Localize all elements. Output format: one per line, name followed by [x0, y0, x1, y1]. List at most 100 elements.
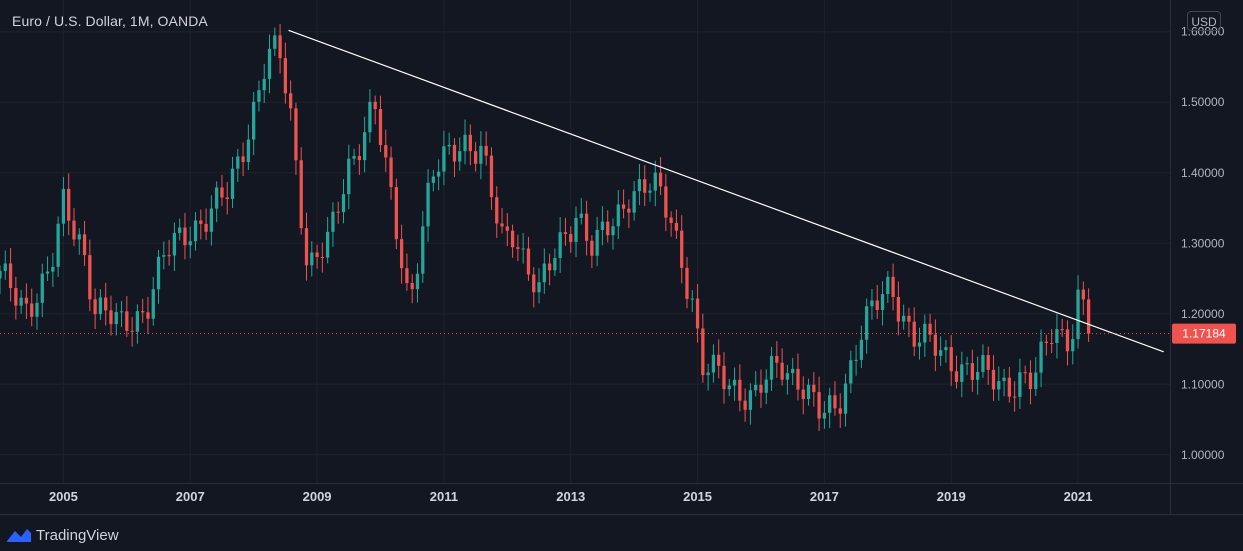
candle-body	[109, 310, 113, 325]
brand-label: TradingView	[36, 526, 119, 544]
candle-body	[970, 363, 974, 380]
candle-body	[331, 211, 335, 232]
candle-body	[579, 213, 583, 218]
candle-body	[939, 350, 943, 356]
candle-body	[193, 220, 198, 242]
candle-body	[40, 273, 44, 303]
candle-body	[315, 252, 319, 257]
candle-body	[56, 223, 60, 267]
y-axis-labels: 1.60000 1.50000 1.40000 1.30000 1.20000 1.100…	[1181, 25, 1225, 462]
trendline[interactable]	[288, 29, 1164, 353]
candle-body	[1086, 299, 1091, 334]
candle-body	[949, 347, 953, 372]
candle-body	[209, 208, 214, 232]
candle-body	[241, 156, 245, 163]
candle-body	[183, 227, 187, 246]
candle-body	[415, 273, 420, 290]
candle-body	[843, 383, 848, 414]
candle-body	[98, 297, 103, 315]
candle-body	[542, 263, 546, 283]
candle-body	[463, 134, 467, 152]
x-tick-label: 2015	[683, 489, 712, 504]
candle-body	[1039, 341, 1043, 373]
candle-body	[326, 231, 330, 258]
candle-body	[732, 379, 737, 386]
candle-body	[289, 93, 293, 109]
last-price-label: 1.17184	[1182, 327, 1226, 341]
candle-body	[997, 381, 1001, 390]
candle-body	[1065, 329, 1070, 352]
candle-body	[701, 328, 705, 376]
candle-body	[854, 359, 858, 361]
candle-body	[954, 371, 959, 382]
candle-body	[304, 228, 309, 266]
candle-body	[199, 220, 203, 224]
candle-body	[833, 395, 837, 409]
candle-body	[378, 109, 383, 146]
x-tick-label: 2005	[49, 489, 78, 504]
candle-body	[928, 323, 932, 335]
candle-body	[1044, 341, 1048, 343]
candle-body	[436, 171, 441, 177]
y-tick-label: 1.60000	[1181, 25, 1225, 39]
candle-body	[410, 283, 414, 290]
candle-body	[1023, 372, 1027, 374]
candle-body	[917, 342, 922, 347]
candle-body	[283, 58, 288, 94]
candle-body	[532, 274, 536, 293]
tradingview-icon	[7, 529, 31, 542]
x-tick-label: 2017	[810, 489, 839, 504]
candle-body	[791, 368, 795, 374]
candle-body	[373, 101, 377, 110]
candle-body	[1071, 339, 1075, 352]
candle-body	[267, 48, 272, 79]
x-tick-label: 2019	[937, 489, 966, 504]
candle-body	[484, 145, 488, 156]
y-tick-label: 1.00000	[1181, 448, 1225, 462]
currency-button[interactable]: USD	[1187, 11, 1221, 31]
candle-body	[230, 168, 235, 199]
candle-body	[516, 247, 520, 249]
candle-body	[135, 311, 140, 332]
x-tick-label: 2009	[303, 489, 332, 504]
y-tick-label: 1.10000	[1181, 377, 1225, 391]
candle-body	[976, 371, 980, 380]
candle-body	[643, 179, 647, 193]
candle-body	[912, 321, 916, 347]
candle-body	[88, 255, 92, 300]
candle-body	[680, 230, 684, 268]
candle-body	[278, 35, 282, 59]
candle-body	[77, 234, 81, 240]
candle-body	[743, 400, 747, 410]
candle-body	[357, 156, 361, 161]
candle-body	[1060, 329, 1064, 331]
candle-body	[45, 271, 50, 274]
candles	[0, 23, 1091, 432]
candle-body	[584, 213, 589, 241]
candle-body	[500, 223, 504, 227]
candle-body	[526, 248, 531, 275]
candle-body	[806, 384, 811, 400]
candle-body	[717, 354, 721, 366]
y-tick-label: 1.40000	[1181, 166, 1225, 180]
candle-body	[886, 276, 890, 295]
candle-body	[875, 300, 879, 310]
candle-body	[706, 372, 710, 376]
candle-body	[82, 234, 87, 256]
candle-body	[727, 385, 731, 390]
tradingview-logo[interactable]: TradingView	[6, 524, 119, 546]
candle-body	[35, 302, 39, 317]
candle-body	[859, 339, 864, 360]
candle-body	[146, 312, 150, 319]
candle-body	[981, 355, 985, 372]
candle-body	[521, 248, 525, 250]
candle-body	[870, 300, 874, 307]
candle-body	[685, 267, 689, 299]
candle-body	[310, 252, 314, 266]
candle-body	[8, 263, 13, 289]
candle-body	[104, 297, 108, 311]
candle-body	[1012, 396, 1017, 398]
candle-body	[574, 217, 578, 242]
candle-body	[991, 369, 996, 390]
